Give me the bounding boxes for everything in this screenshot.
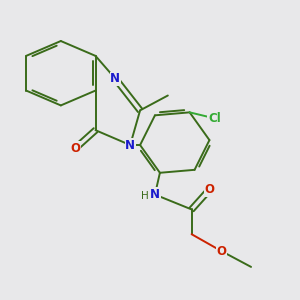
Text: N: N (150, 188, 160, 201)
Text: N: N (125, 139, 135, 152)
Text: O: O (216, 244, 226, 258)
Text: Cl: Cl (208, 112, 221, 125)
Text: N: N (110, 72, 120, 85)
Text: O: O (204, 183, 214, 196)
Text: O: O (71, 142, 81, 154)
Text: H: H (141, 191, 148, 201)
